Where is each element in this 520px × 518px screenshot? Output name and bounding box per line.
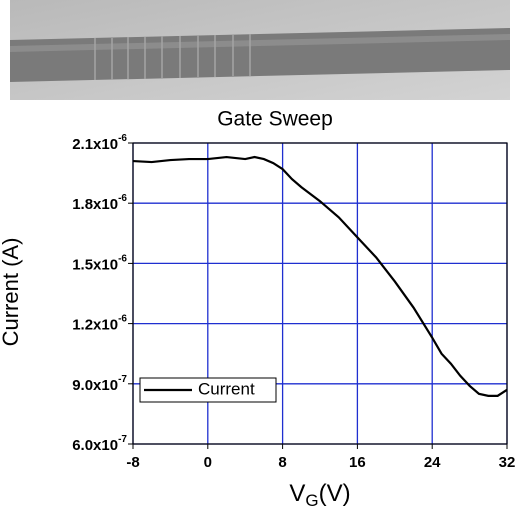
y-tick-exponent: -6 (118, 193, 127, 204)
y-tick-label: 1.8x10-6 (72, 193, 127, 213)
x-tick-label: 0 (204, 454, 212, 471)
electrodes (94, 34, 251, 80)
x-label-subscript: G (305, 491, 318, 510)
y-tick-label: 1.5x10-6 (72, 253, 127, 273)
y-tick-label: 6.0x10-7 (72, 434, 127, 454)
x-label-unit: (V) (319, 480, 351, 507)
y-tick-mantissa: 1.8x10 (72, 196, 118, 213)
y-tick-mantissa: 1.5x10 (72, 256, 118, 273)
x-axis-label: VG(V) (289, 480, 350, 510)
y-tick-label: 1.2x10-6 (72, 313, 127, 333)
y-tick-exponent: -6 (118, 253, 127, 264)
x-tick-label: 24 (424, 454, 441, 471)
x-tick-label: 16 (349, 454, 366, 471)
nanowire-edge (10, 34, 510, 52)
y-tick-mantissa: 9.0x10 (72, 377, 118, 394)
legend-box (139, 377, 277, 403)
y-tick-exponent: -6 (118, 133, 127, 144)
chart-title: Gate Sweep (217, 108, 333, 131)
legend-label: Current (198, 379, 255, 398)
x-label-symbol: V (289, 480, 305, 507)
x-tick-label: 32 (499, 454, 516, 471)
sem-image (10, 0, 510, 100)
y-tick-mantissa: 2.1x10 (72, 136, 118, 153)
y-tick-mantissa: 1.2x10 (72, 317, 118, 334)
y-tick-exponent: -7 (118, 373, 127, 384)
y-tick-mantissa: 6.0x10 (72, 437, 118, 454)
x-tick-label: 8 (278, 454, 286, 471)
y-tick-exponent: -6 (118, 313, 127, 324)
data-line (132, 155, 508, 397)
y-tick-exponent: -7 (118, 434, 127, 445)
y-axis-label: Current (A) (0, 238, 23, 347)
y-tick-label: 9.0x10-7 (72, 373, 127, 393)
x-tick-label: -8 (126, 454, 139, 471)
plot-frame (132, 142, 508, 445)
y-tick-label: 2.1x10-6 (72, 133, 127, 153)
plot: -8 0 8 16 24 326.0x10-79.0x10-71.2x10-61.5x10… (72, 133, 515, 471)
